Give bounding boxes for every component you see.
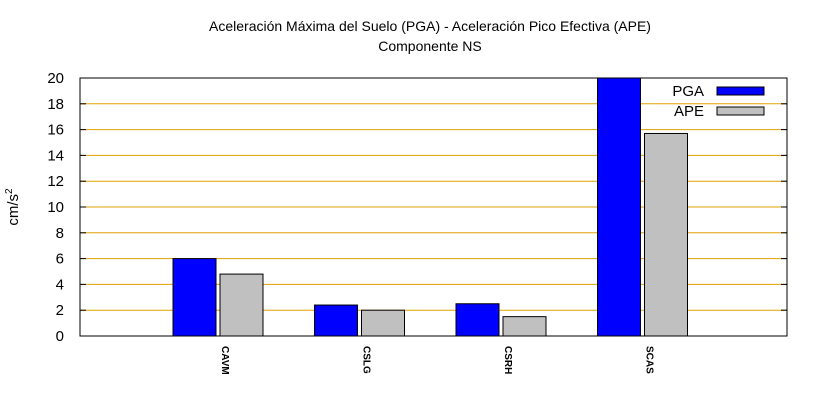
- y-tick-label: 10: [47, 199, 64, 216]
- y-axis-label: cm/s2: [4, 188, 22, 226]
- bar-ape-csrh: [502, 316, 547, 337]
- y-tick-label: 20: [47, 70, 64, 87]
- y-tick-label: 16: [47, 122, 64, 139]
- y-tick-label: 12: [47, 173, 64, 190]
- legend-label: APE: [674, 103, 704, 120]
- y-axis-label-exponent: 2: [4, 188, 15, 194]
- x-tick-label: SCAS: [644, 346, 655, 374]
- y-tick-label: 0: [56, 328, 64, 345]
- y-axis-label-unit: cm/s: [5, 194, 22, 226]
- bar-ape-cavm: [219, 273, 264, 337]
- bar-pga-cslg: [314, 304, 358, 337]
- bars: [172, 77, 688, 337]
- y-tick-label: 4: [56, 276, 64, 293]
- bar-ape-scas: [644, 132, 688, 337]
- x-tick-label: CSRH: [502, 346, 513, 374]
- bar-pga-cavm: [172, 258, 217, 337]
- bar-pga-csrh: [455, 303, 500, 337]
- legend-swatch: [716, 86, 765, 96]
- y-tick-label: 8: [56, 225, 64, 242]
- plot-frame: [79, 77, 788, 337]
- y-tick-label: 14: [47, 147, 64, 164]
- y-tick-label: 6: [56, 251, 64, 268]
- y-axis-ticks: 0 2 4 6 8 10 12 14 16 18 20: [47, 70, 787, 345]
- x-axis-ticks: CAVM CSLG CSRH SCAS: [219, 346, 655, 375]
- x-tick-label: CSLG: [361, 346, 372, 374]
- x-tick-label: CAVM: [219, 346, 230, 375]
- chart-title-line1: Aceleración Máxima del Suelo (PGA) - Ace…: [209, 18, 651, 34]
- bar-pga-scas: [597, 77, 641, 337]
- y-tick-label: 2: [56, 302, 64, 319]
- y-tick-label: 18: [47, 96, 64, 113]
- legend: PGA APE: [672, 83, 765, 120]
- bar-ape-cslg: [361, 309, 405, 337]
- legend-swatch: [716, 106, 765, 116]
- legend-label: PGA: [672, 83, 704, 100]
- chart-title-line2: Componente NS: [378, 38, 482, 54]
